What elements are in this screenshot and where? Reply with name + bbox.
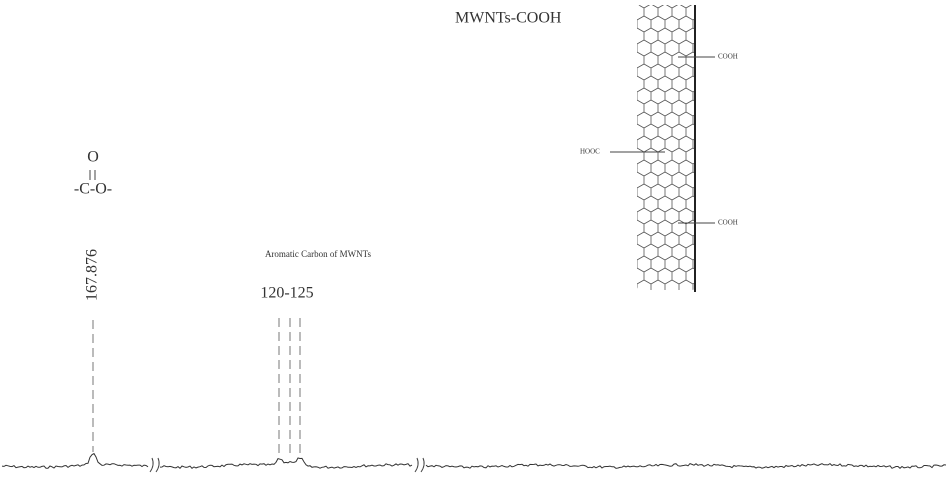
group-label: HOOC (580, 148, 600, 156)
aromatic-label: Aromatic Carbon of MWNTs (265, 249, 372, 259)
oxygen-label: O (87, 149, 99, 166)
axis-break (150, 458, 159, 472)
axis-break (415, 458, 424, 472)
structure-title: MWNTs-COOH (455, 10, 562, 27)
spectrum (2, 454, 946, 469)
peak-label: 167.876 (84, 249, 101, 301)
group-label: COOH (718, 53, 738, 61)
page: MWNTs-COOH COOH HOOC COOH O -C-O- 167.87… (0, 0, 949, 481)
chain-label: -C-O- (74, 181, 112, 198)
group-label: COOH (718, 219, 738, 227)
nanotube (637, 5, 695, 290)
aromatic-shift: 120-125 (260, 285, 313, 302)
